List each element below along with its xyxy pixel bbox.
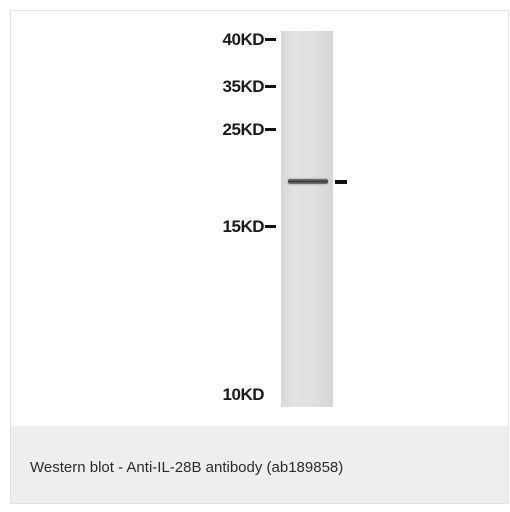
mw-marker-label: 15KD [222,217,265,236]
mw-marker-label: 25KD [222,120,265,139]
band-indicator-dash [335,180,347,184]
protein-band [288,179,328,184]
caption-panel: Western blot - Anti-IL-28B antibody (ab1… [11,426,508,503]
mw-marker-35kd: 35KD [223,78,276,96]
mw-tick [265,128,276,132]
western-blot-figure: 40KD 35KD 25KD 15KD 10KD Western blot - … [10,10,509,504]
mw-tick [265,85,276,89]
mw-tick [265,38,276,42]
blot-lane [281,31,333,407]
mw-tick [265,225,276,229]
mw-marker-label: 10KD [222,385,265,404]
mw-marker-label: 35KD [222,77,265,96]
blot-image: 40KD 35KD 25KD 15KD 10KD [11,11,508,426]
mw-marker-25kd: 25KD [223,121,276,139]
mw-marker-label: 40KD [222,30,265,49]
mw-marker-10kd: 10KD [222,385,265,404]
figure-caption: Western blot - Anti-IL-28B antibody (ab1… [30,459,344,476]
mw-marker-40kd: 40KD [223,31,276,49]
mw-marker-15kd: 15KD [223,218,276,236]
